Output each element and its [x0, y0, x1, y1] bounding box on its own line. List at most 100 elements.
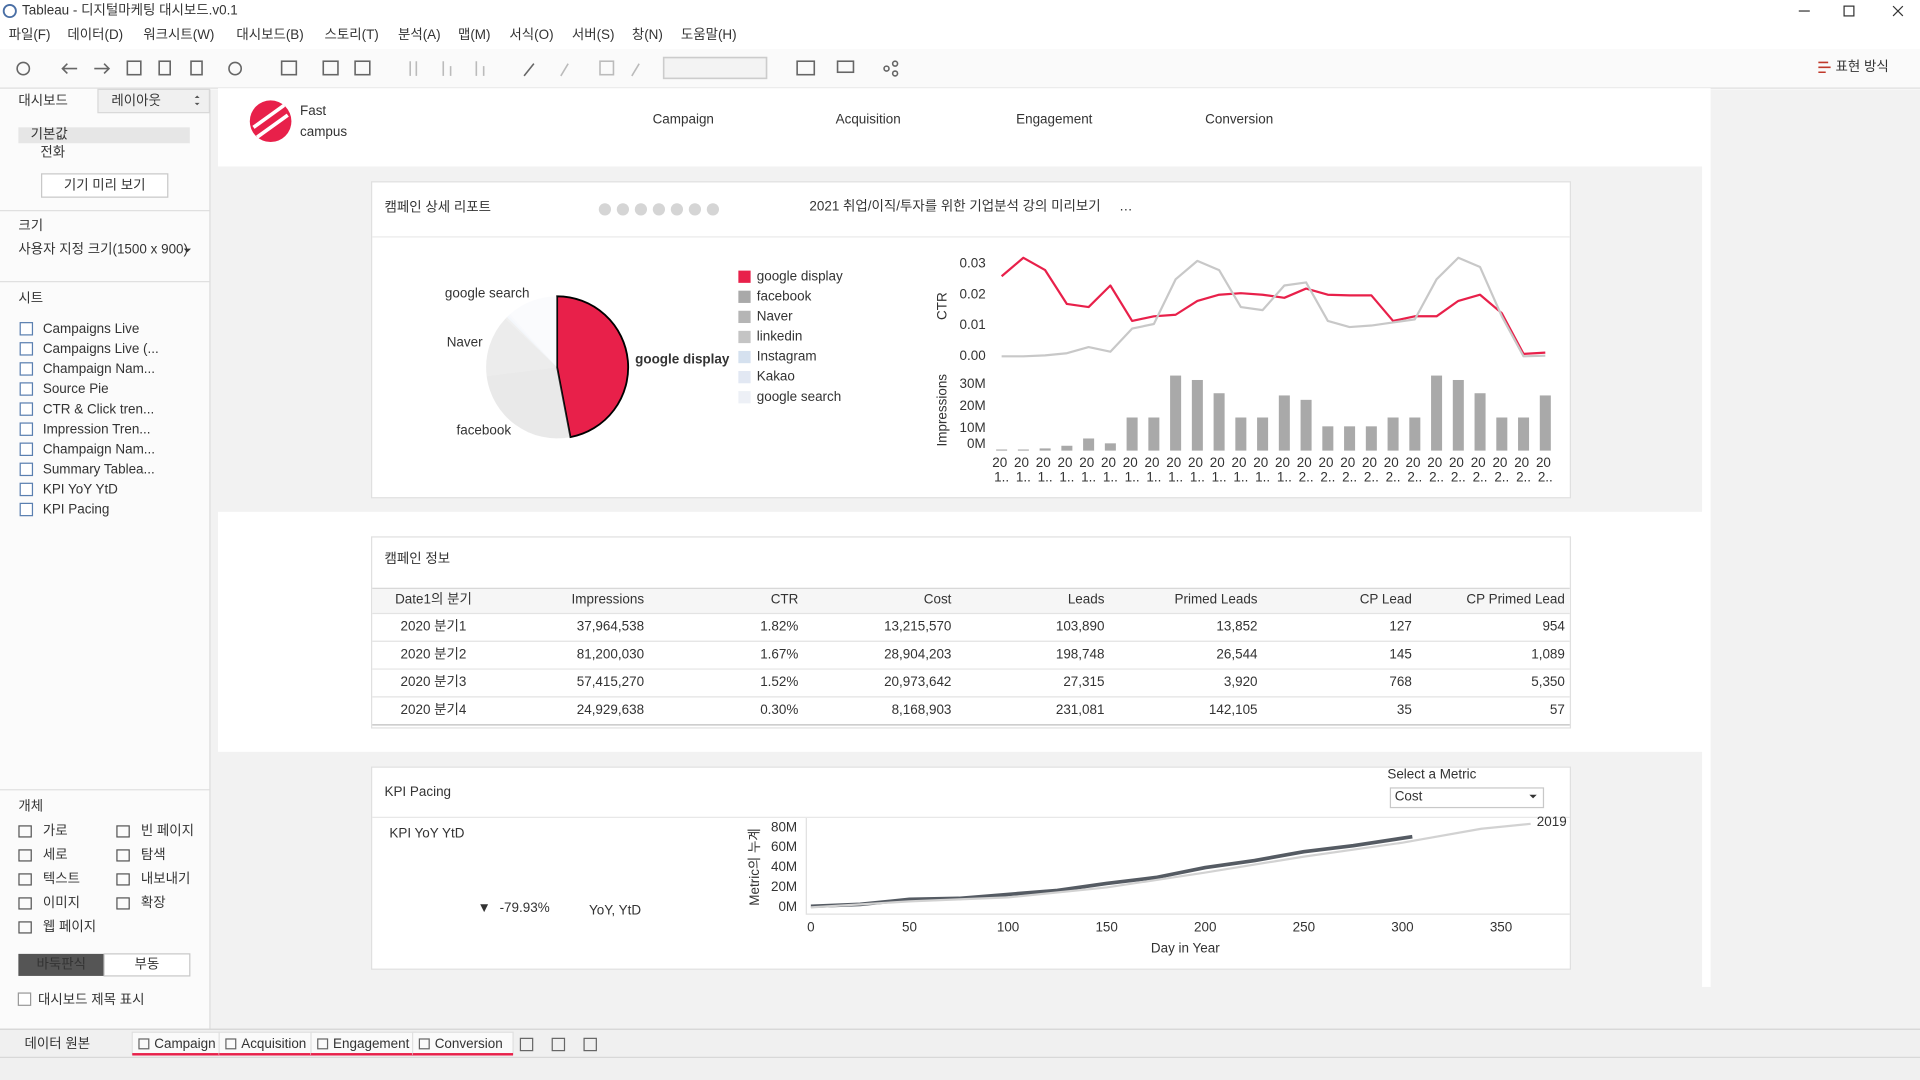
x-tick-line: 1.. — [1190, 469, 1205, 484]
bar — [1017, 449, 1029, 451]
sheet-tab[interactable]: Conversion — [435, 1036, 503, 1051]
toolbar-icons — [16, 56, 1831, 80]
sheet-item[interactable]: Source Pie — [43, 381, 109, 396]
bar — [1061, 445, 1073, 451]
show-me[interactable]: 표현 방식 — [1836, 59, 1889, 74]
layout-tab-bg[interactable] — [97, 88, 211, 114]
logo-text: Fast — [300, 103, 326, 118]
legend-label: Naver — [757, 308, 793, 323]
floating-button[interactable] — [103, 953, 191, 977]
device-item[interactable]: 전화 — [40, 145, 65, 160]
x-tick-line: 1.. — [994, 469, 1009, 484]
page-dot — [688, 203, 702, 216]
tiled-button[interactable] — [18, 953, 105, 976]
bar — [1387, 417, 1399, 451]
show-title-checkbox[interactable] — [17, 992, 32, 1006]
sheet-item[interactable]: CTR & Click tren... — [43, 401, 154, 416]
legend-label: Instagram — [757, 349, 817, 364]
pie-label: Naver — [447, 335, 483, 350]
x-tick-line: 20 — [1492, 454, 1511, 469]
nav-link[interactable]: Engagement — [1016, 112, 1093, 127]
nav-link[interactable]: Conversion — [1205, 112, 1273, 127]
x-axis-label: Day in Year — [1151, 941, 1220, 956]
section-label: 개체 — [18, 799, 43, 814]
menu-item[interactable]: 창(N) — [632, 27, 663, 42]
bar — [1104, 443, 1116, 451]
menu-item[interactable]: 분석(A) — [398, 27, 441, 42]
sheet-item[interactable]: Impression Tren... — [43, 421, 151, 436]
panel-tab[interactable]: 대시보드 — [18, 93, 68, 108]
data-source-tab[interactable]: 데이터 원본 — [24, 1036, 90, 1051]
device-preview-button[interactable] — [41, 173, 169, 198]
sheet-tab[interactable]: Campaign — [154, 1036, 215, 1051]
table-cell: 2020 분기3 — [401, 674, 467, 689]
kpi-panel — [371, 766, 1572, 970]
section-label: 크기 — [18, 218, 43, 233]
size-arrow — [183, 248, 192, 253]
sheet-item[interactable]: Summary Tablea... — [43, 462, 155, 477]
object-item[interactable]: 탐색 — [141, 847, 166, 862]
x-tick-label: 20 2.. — [1471, 454, 1490, 484]
nav-link[interactable]: Acquisition — [836, 112, 901, 127]
report-subtitle: 2021 취업/이직/투자를 위한 기업분석 강의 미리보기 — [809, 199, 1100, 214]
y-tick-label: 0.02 — [960, 286, 986, 301]
nav-link[interactable]: Campaign — [653, 112, 714, 127]
table-cell: 20,973,642 — [884, 674, 951, 689]
metric-label: Select a Metric — [1387, 767, 1476, 782]
object-item[interactable]: 이미지 — [43, 895, 80, 910]
panel-title: 캠페인 정보 — [384, 551, 450, 566]
sheet-tab[interactable]: Acquisition — [241, 1036, 306, 1051]
menu-item[interactable]: 데이터(D) — [67, 27, 123, 42]
app-icon — [2, 3, 17, 19]
menu-item[interactable]: 서버(S) — [572, 27, 615, 42]
x-tick-line: 1.. — [1146, 469, 1161, 484]
x-tick-line: 2.. — [1451, 469, 1466, 484]
object-item[interactable]: 빈 페이지 — [141, 823, 194, 838]
new-sheet-icons — [519, 1037, 597, 1052]
table-cell: 28,904,203 — [884, 646, 951, 661]
x-tick-line: 2.. — [1429, 469, 1444, 484]
menu-item[interactable]: 파일(F) — [9, 27, 51, 42]
pie-slice — [508, 314, 558, 368]
sheet-tab[interactable]: Engagement — [333, 1036, 410, 1051]
x-tick-label: 20 2.. — [1318, 454, 1337, 484]
kpi-value: -79.93% — [500, 900, 550, 915]
sheet-item[interactable]: Champaign Nam... — [43, 441, 155, 456]
object-item[interactable]: 내보내기 — [141, 871, 191, 886]
sheet-item[interactable]: Campaigns Live — [43, 321, 139, 336]
x-tick-line: 20 — [1145, 454, 1164, 469]
sheet-item[interactable]: Campaigns Live (... — [43, 341, 159, 356]
table-cell: 13,852 — [1216, 619, 1257, 634]
page-dot — [706, 203, 720, 216]
x-tick-line: 20 — [1231, 454, 1250, 469]
object-item[interactable]: 웹 페이지 — [43, 919, 96, 934]
table-header: Date1의 분기 — [395, 592, 472, 607]
object-item[interactable]: 확장 — [141, 895, 166, 910]
object-item[interactable]: 가로 — [43, 823, 68, 838]
y-tick-label: 20M — [771, 879, 797, 894]
x-tick-label: 20 2.. — [1297, 454, 1316, 484]
menu-item[interactable]: 서식(O) — [509, 27, 553, 42]
x-tick-label: 20 1.. — [1101, 454, 1120, 484]
menu-item[interactable]: 스토리(T) — [324, 27, 378, 42]
device-item[interactable]: 기본값 — [31, 126, 68, 141]
menu-item[interactable]: 맵(M) — [458, 27, 491, 42]
metric-value[interactable]: Cost — [1395, 789, 1423, 804]
size-value[interactable]: 사용자 지정 크기(1500 x 900) — [18, 241, 188, 256]
layout-mode: 부동 — [135, 956, 160, 971]
sheet-item[interactable]: KPI YoY YtD — [43, 482, 118, 497]
sheet-item[interactable]: Champaign Nam... — [43, 361, 155, 376]
metric-dropdown[interactable] — [1389, 787, 1545, 809]
table-cell: 198,748 — [1056, 646, 1105, 661]
panel-tab[interactable]: 레이아웃 — [111, 93, 161, 108]
show-title-label: 대시보드 제목 표시 — [38, 992, 145, 1007]
sheet-item[interactable]: KPI Pacing — [43, 502, 110, 517]
menu-item[interactable]: 대시보드(B) — [236, 27, 303, 42]
menu-item[interactable]: 워크시트(W) — [143, 27, 214, 42]
x-tick-line: 20 — [1058, 454, 1077, 469]
object-item[interactable]: 텍스트 — [43, 871, 80, 886]
table-cell: 954 — [1542, 619, 1565, 634]
x-tick-line: 20 — [1514, 454, 1533, 469]
object-item[interactable]: 세로 — [43, 847, 68, 862]
menu-item[interactable]: 도움말(H) — [681, 27, 737, 42]
